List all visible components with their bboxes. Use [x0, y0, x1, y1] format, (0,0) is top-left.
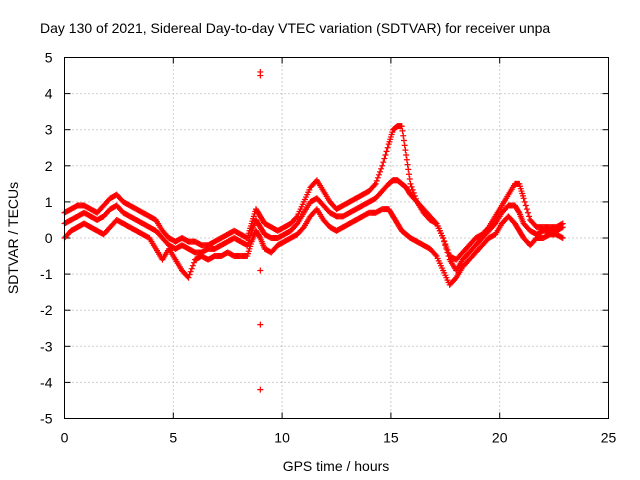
- y-axis-label: SDTVAR / TECUs: [5, 182, 21, 294]
- grid: [64, 57, 609, 419]
- data-point: [257, 72, 264, 79]
- data-point: [524, 209, 531, 216]
- data-point: [257, 386, 264, 393]
- data-point: [443, 245, 450, 252]
- data-point: [409, 186, 416, 193]
- data-point: [383, 148, 390, 155]
- data-point: [382, 151, 389, 158]
- data-point: [515, 208, 522, 215]
- data-point: [406, 171, 413, 178]
- x-tick-label: 20: [492, 430, 508, 446]
- data-point: [189, 262, 196, 269]
- data-points: [61, 68, 566, 393]
- data-point: [186, 271, 193, 278]
- data-point: [403, 151, 410, 158]
- data-point: [256, 233, 263, 240]
- data-point: [187, 268, 194, 275]
- data-point: [371, 182, 378, 189]
- data-point: [559, 224, 566, 231]
- x-tick-label: 5: [169, 430, 177, 446]
- data-point: [522, 202, 529, 209]
- data-point: [432, 219, 439, 226]
- data-point: [521, 198, 528, 205]
- y-tick-label: 2: [45, 158, 53, 174]
- data-point: [558, 224, 565, 231]
- data-point: [526, 213, 533, 220]
- data-point: [379, 162, 386, 169]
- y-tick-label: 3: [45, 122, 53, 138]
- data-point: [398, 123, 405, 130]
- data-point: [408, 183, 415, 190]
- data-point: [378, 165, 385, 172]
- data-point: [432, 251, 439, 258]
- data-point: [402, 147, 409, 154]
- y-tick-label: 1: [45, 194, 53, 210]
- data-point: [185, 274, 192, 281]
- tick-labels: 0 5 10 15 20 25 -5 -4 -3 -2 -1 0 1 2 3 4 5: [40, 50, 616, 446]
- data-point: [374, 174, 381, 181]
- y-tick-label: 0: [45, 230, 53, 246]
- data-point: [299, 225, 306, 232]
- data-point: [520, 195, 527, 202]
- data-point: [373, 177, 380, 184]
- data-point: [559, 235, 566, 241]
- data-point: [375, 171, 382, 178]
- data-point: [404, 161, 411, 168]
- data-point: [400, 132, 407, 139]
- data-point: [444, 249, 451, 256]
- y-tick-label: 4: [45, 86, 53, 102]
- data-point: [442, 242, 449, 249]
- x-axis-label: GPS time / hours: [283, 458, 390, 474]
- data-point: [403, 156, 410, 163]
- data-point: [445, 253, 452, 260]
- data-point: [440, 235, 447, 241]
- chart-title: Day 130 of 2021, Sidereal Day-to-day VTE…: [40, 20, 550, 36]
- data-point: [257, 267, 264, 274]
- data-point: [293, 221, 300, 228]
- y-tick-label: -4: [40, 374, 53, 390]
- y-tick-label: -1: [40, 266, 53, 282]
- x-tick-label: 25: [601, 430, 617, 446]
- data-point: [381, 155, 388, 162]
- data-point: [410, 189, 417, 196]
- y-tick-label: -2: [40, 302, 53, 318]
- data-point: [523, 206, 530, 213]
- data-point: [441, 238, 448, 245]
- data-point: [405, 166, 412, 173]
- data-point: [558, 234, 565, 241]
- data-point: [399, 127, 406, 134]
- data-point: [384, 144, 391, 151]
- y-tick-label: 5: [45, 50, 53, 66]
- data-point: [406, 176, 413, 183]
- data-point: [401, 142, 408, 149]
- data-point: [188, 265, 195, 272]
- data-point: [380, 159, 387, 166]
- y-tick-label: -3: [40, 338, 53, 354]
- data-point: [452, 275, 459, 282]
- data-point: [257, 321, 264, 328]
- data-point: [190, 259, 197, 266]
- data-point: [491, 221, 498, 228]
- plot-frame: [64, 57, 609, 419]
- data-point: [407, 180, 414, 187]
- data-point: [293, 214, 300, 221]
- x-tick-label: 15: [383, 430, 399, 446]
- x-tick-label: 0: [61, 430, 69, 446]
- data-point: [400, 137, 407, 144]
- x-tick-label: 10: [274, 430, 290, 446]
- y-tick-label: -5: [40, 411, 53, 427]
- data-point: [372, 180, 379, 187]
- data-point: [377, 168, 384, 175]
